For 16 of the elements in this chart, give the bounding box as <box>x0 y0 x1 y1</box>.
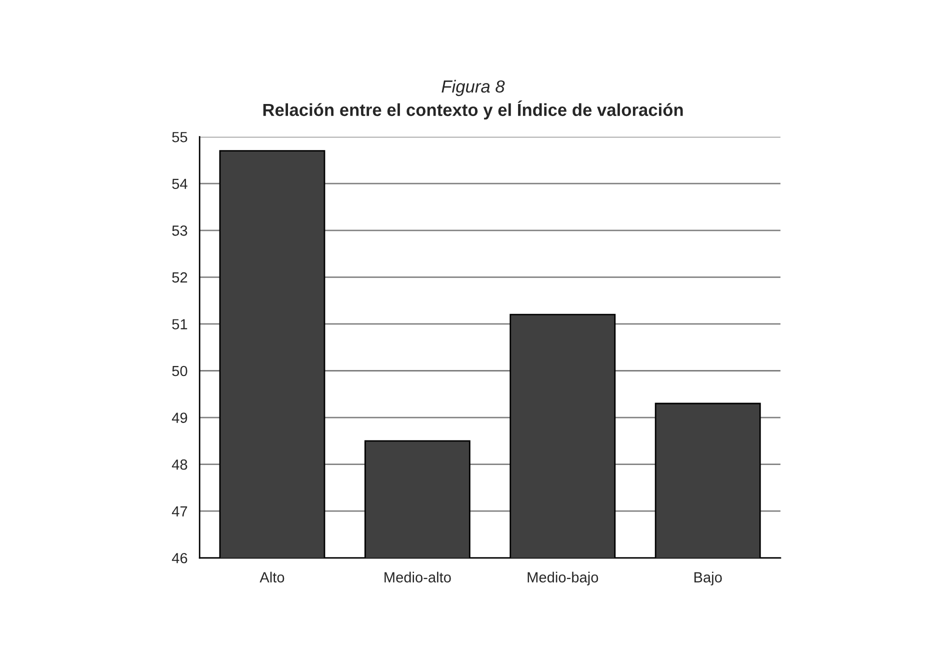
y-tick-label: 51 <box>172 319 188 330</box>
chart-title: Figura 8 <box>442 80 505 96</box>
chart-subtitle: Relación entre el contexto y el Índice de valoración <box>263 100 683 120</box>
y-tick-label: 55 <box>172 132 188 142</box>
y-tick-label: 50 <box>172 366 188 376</box>
y-tick-label: 46 <box>172 552 188 564</box>
y-tick-label: 48 <box>172 459 188 470</box>
x-tick-label: Bajo <box>694 572 722 586</box>
y-tick-label: 47 <box>172 506 188 516</box>
y-tick-label: 52 <box>172 272 188 283</box>
y-tick-label: 54 <box>172 178 188 190</box>
x-tick-label: Medio-alto <box>384 572 451 582</box>
y-tick-label: 53 <box>172 225 188 236</box>
x-tick-label: Medio-bajo <box>528 572 598 586</box>
y-tick-label: 49 <box>172 412 188 423</box>
x-tick-label: Alto <box>260 572 284 582</box>
